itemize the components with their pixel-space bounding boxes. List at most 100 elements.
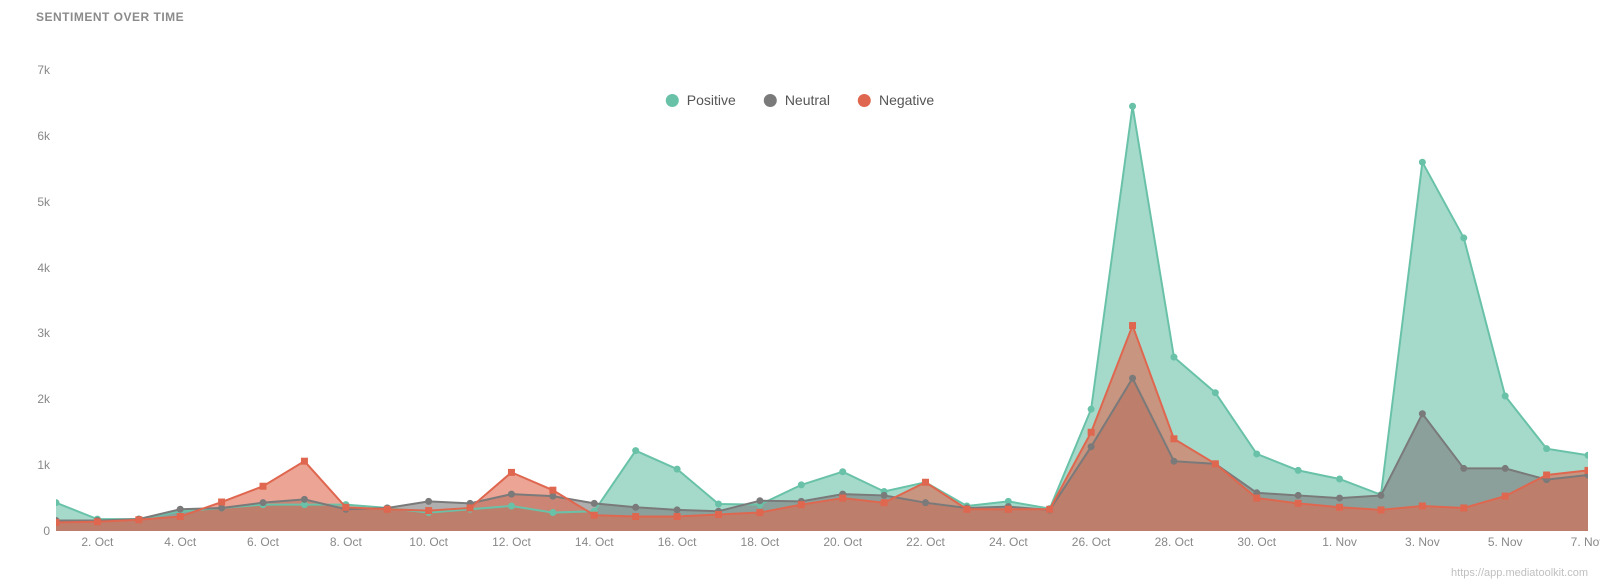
- data-point[interactable]: [1129, 103, 1136, 110]
- data-point[interactable]: [1129, 375, 1136, 382]
- data-point[interactable]: [798, 501, 805, 508]
- data-point[interactable]: [1046, 506, 1053, 513]
- x-tick-label: 26. Oct: [1072, 535, 1111, 549]
- data-point[interactable]: [591, 512, 598, 519]
- data-point[interactable]: [1419, 410, 1426, 417]
- y-tick-label: 5k: [37, 195, 50, 209]
- data-point[interactable]: [674, 506, 681, 513]
- data-point[interactable]: [881, 492, 888, 499]
- data-point[interactable]: [1377, 492, 1384, 499]
- data-point[interactable]: [1502, 465, 1509, 472]
- y-tick-label: 2k: [37, 392, 50, 406]
- data-point[interactable]: [1212, 389, 1219, 396]
- x-tick-label: 12. Oct: [492, 535, 531, 549]
- data-point[interactable]: [260, 483, 267, 490]
- data-point[interactable]: [1460, 465, 1467, 472]
- data-point[interactable]: [301, 458, 308, 465]
- x-tick-label: 2. Oct: [81, 535, 113, 549]
- data-point[interactable]: [425, 507, 432, 514]
- data-point[interactable]: [1088, 443, 1095, 450]
- data-point[interactable]: [1295, 500, 1302, 507]
- data-point[interactable]: [1502, 392, 1509, 399]
- data-point[interactable]: [632, 504, 639, 511]
- data-point[interactable]: [1419, 159, 1426, 166]
- x-tick-label: 10. Oct: [409, 535, 448, 549]
- data-point[interactable]: [1543, 445, 1550, 452]
- data-point[interactable]: [384, 506, 391, 513]
- data-point[interactable]: [260, 499, 267, 506]
- x-tick-label: 1. Nov: [1322, 535, 1357, 549]
- data-point[interactable]: [715, 500, 722, 507]
- data-point[interactable]: [467, 504, 474, 511]
- data-point[interactable]: [922, 479, 929, 486]
- x-tick-label: 7. Nov: [1571, 535, 1600, 549]
- data-point[interactable]: [1170, 435, 1177, 442]
- plot-area: [56, 70, 1588, 531]
- data-point[interactable]: [839, 468, 846, 475]
- data-point[interactable]: [1295, 492, 1302, 499]
- data-point[interactable]: [135, 516, 142, 523]
- data-point[interactable]: [839, 495, 846, 502]
- data-point[interactable]: [1005, 506, 1012, 513]
- x-tick-label: 14. Oct: [575, 535, 614, 549]
- data-point[interactable]: [756, 497, 763, 504]
- data-point[interactable]: [1253, 495, 1260, 502]
- data-point[interactable]: [1170, 354, 1177, 361]
- data-point[interactable]: [1585, 467, 1589, 474]
- data-point[interactable]: [508, 502, 515, 509]
- data-point[interactable]: [756, 509, 763, 516]
- x-tick-label: 6. Oct: [247, 535, 279, 549]
- y-tick-label: 7k: [37, 63, 50, 77]
- data-point[interactable]: [591, 500, 598, 507]
- data-point[interactable]: [1460, 504, 1467, 511]
- data-point[interactable]: [632, 513, 639, 520]
- data-point[interactable]: [1336, 495, 1343, 502]
- data-point[interactable]: [342, 504, 349, 511]
- data-point[interactable]: [549, 509, 556, 516]
- data-point[interactable]: [94, 518, 101, 525]
- data-point[interactable]: [425, 498, 432, 505]
- data-point[interactable]: [1295, 467, 1302, 474]
- data-point[interactable]: [1088, 406, 1095, 413]
- data-point[interactable]: [56, 519, 60, 526]
- x-tick-label: 4. Oct: [164, 535, 196, 549]
- data-point[interactable]: [1253, 450, 1260, 457]
- data-point[interactable]: [674, 513, 681, 520]
- series-area: [56, 106, 1588, 531]
- chart-container: 01k2k3k4k5k6k7k 2. Oct4. Oct6. Oct8. Oct…: [20, 70, 1588, 555]
- data-point[interactable]: [1088, 429, 1095, 436]
- data-point[interactable]: [549, 487, 556, 494]
- data-point[interactable]: [922, 499, 929, 506]
- x-tick-label: 20. Oct: [823, 535, 862, 549]
- data-point[interactable]: [177, 513, 184, 520]
- data-point[interactable]: [301, 496, 308, 503]
- data-point[interactable]: [881, 499, 888, 506]
- y-tick-label: 1k: [37, 458, 50, 472]
- data-point[interactable]: [1336, 504, 1343, 511]
- y-tick-label: 4k: [37, 261, 50, 275]
- y-tick-label: 6k: [37, 129, 50, 143]
- data-point[interactable]: [715, 511, 722, 518]
- series-line: [56, 106, 1588, 519]
- data-point[interactable]: [1460, 234, 1467, 241]
- data-point[interactable]: [1129, 322, 1136, 329]
- data-point[interactable]: [1377, 506, 1384, 513]
- data-point[interactable]: [177, 506, 184, 513]
- data-point[interactable]: [1419, 502, 1426, 509]
- data-point[interactable]: [1543, 472, 1550, 479]
- attribution-link[interactable]: https://app.mediatoolkit.com: [1451, 567, 1588, 579]
- x-axis: 2. Oct4. Oct6. Oct8. Oct10. Oct12. Oct14…: [56, 531, 1588, 555]
- x-tick-label: 22. Oct: [906, 535, 945, 549]
- data-point[interactable]: [1502, 493, 1509, 500]
- data-point[interactable]: [508, 469, 515, 476]
- x-tick-label: 3. Nov: [1405, 535, 1440, 549]
- data-point[interactable]: [508, 491, 515, 498]
- data-point[interactable]: [632, 447, 639, 454]
- data-point[interactable]: [1170, 458, 1177, 465]
- data-point[interactable]: [963, 506, 970, 513]
- data-point[interactable]: [1336, 475, 1343, 482]
- data-point[interactable]: [1212, 460, 1219, 467]
- data-point[interactable]: [218, 499, 225, 506]
- data-point[interactable]: [674, 466, 681, 473]
- data-point[interactable]: [798, 481, 805, 488]
